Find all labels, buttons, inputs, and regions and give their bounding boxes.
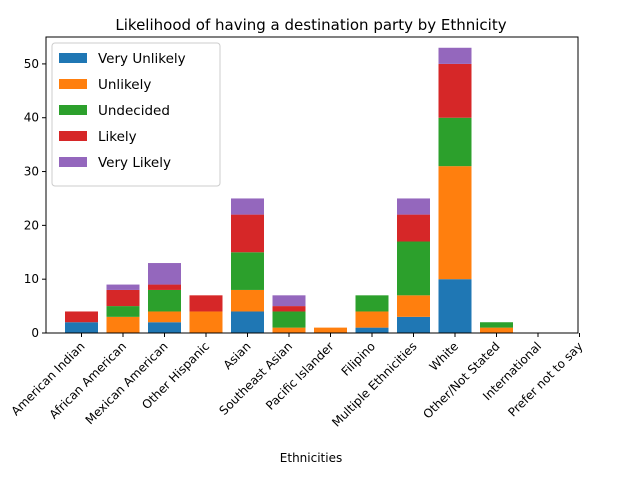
legend-label-likely: Likely	[98, 129, 137, 145]
y-tick-label: 10	[24, 272, 39, 286]
bar-mexican-american-very-unlikely	[148, 322, 181, 333]
bar-american-indian-very-unlikely	[65, 322, 98, 333]
bar-southeast-asian-very-likely	[272, 295, 306, 307]
bar-other-not-stated-unlikely	[480, 327, 513, 333]
x-axis-label: Ethnicities	[280, 451, 342, 465]
x-tick-label: Prefer not to say	[505, 339, 585, 419]
legend: Very Unlikely Unlikely Undecided Likely Very…	[51, 42, 221, 187]
y-tick-label: 20	[24, 218, 39, 232]
bars-group	[65, 47, 513, 333]
y-axis: 0 10 20 30 40 50	[24, 57, 46, 340]
bar-southeast-asian-unlikely	[272, 327, 306, 333]
legend-swatch-unlikely	[59, 79, 87, 89]
x-tick-label: Southeast Asian	[217, 339, 296, 418]
y-tick-label: 50	[24, 57, 39, 71]
legend-frame	[51, 42, 221, 187]
bar-multiple-ethnicities-very-likely	[397, 198, 430, 215]
legend-swatch-very-unlikely	[59, 53, 87, 63]
chart-title: Likelihood of having a destination party…	[115, 16, 506, 34]
legend-swatch-undecided	[59, 105, 87, 115]
bar-mexican-american-undecided	[148, 289, 181, 312]
legend-label-undecided: Undecided	[98, 103, 170, 119]
x-tick-label: White	[427, 339, 462, 374]
bar-pacific-islander-unlikely	[314, 327, 347, 333]
x-tick-label: African American	[47, 339, 130, 422]
bar-white-very-unlikely	[438, 279, 472, 333]
bar-white-very-likely	[438, 47, 472, 64]
bar-asian-unlikely	[231, 289, 264, 312]
bar-african-american-very-likely	[106, 284, 140, 290]
bar-asian-likely	[231, 214, 264, 253]
bar-filipino-very-unlikely	[355, 327, 389, 333]
bar-other-hispanic-unlikely	[189, 311, 223, 333]
bar-mexican-american-unlikely	[148, 311, 181, 323]
x-tick-label: Asian	[221, 339, 254, 372]
bar-mexican-american-likely	[148, 284, 181, 290]
legend-label-unlikely: Unlikely	[98, 77, 151, 93]
bar-asian-very-unlikely	[231, 311, 264, 333]
bar-southeast-asian-likely	[272, 306, 306, 312]
bar-white-undecided	[438, 117, 472, 167]
bar-filipino-unlikely	[355, 311, 389, 328]
bar-african-american-undecided	[106, 306, 140, 317]
bar-southeast-asian-undecided	[272, 311, 306, 328]
x-tick-label: American Indian	[8, 339, 87, 418]
bar-multiple-ethnicities-unlikely	[397, 295, 430, 317]
bar-white-unlikely	[438, 166, 472, 280]
bar-multiple-ethnicities-undecided	[397, 241, 430, 296]
x-tick-label: Other/Not Stated	[420, 339, 502, 421]
bar-multiple-ethnicities-very-unlikely	[397, 316, 430, 333]
y-tick-label: 0	[31, 326, 39, 340]
bar-white-likely	[438, 63, 472, 118]
y-tick-label: 30	[24, 165, 39, 179]
legend-swatch-likely	[59, 131, 87, 141]
x-tick-label: Filipino	[339, 339, 379, 379]
y-tick-label: 40	[24, 111, 39, 125]
legend-swatch-very-likely	[59, 157, 87, 167]
bar-other-hispanic-likely	[189, 295, 223, 312]
bar-mexican-american-very-likely	[148, 263, 181, 285]
bar-african-american-unlikely	[106, 316, 140, 333]
legend-label-very-likely: Very Likely	[98, 155, 171, 171]
bar-multiple-ethnicities-likely	[397, 214, 430, 242]
bar-other-not-stated-undecided	[480, 322, 513, 328]
legend-label-very-unlikely: Very Unlikely	[98, 51, 186, 67]
bar-american-indian-likely	[65, 311, 98, 323]
bar-asian-very-likely	[231, 198, 264, 215]
bar-filipino-undecided	[355, 295, 389, 312]
plot-frame	[45, 36, 579, 334]
bar-asian-undecided	[231, 252, 264, 290]
bar-african-american-likely	[106, 289, 140, 307]
